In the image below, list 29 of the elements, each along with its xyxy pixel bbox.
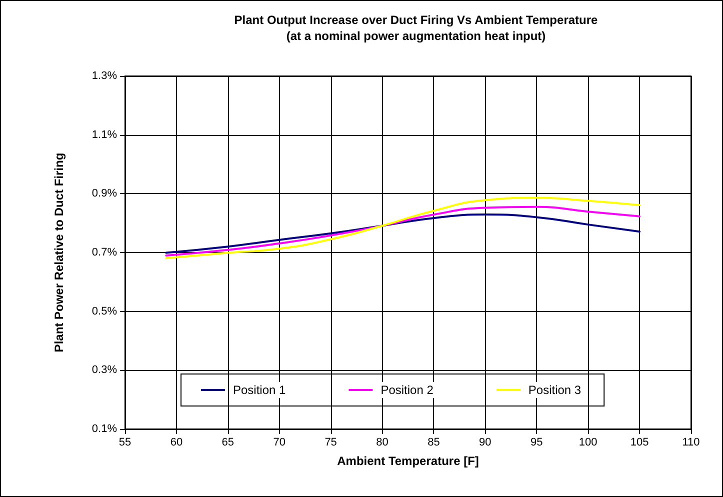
- x-tick-label: 85: [428, 436, 440, 448]
- x-tick-label: 110: [682, 436, 700, 448]
- y-tick-label: 0.9%: [92, 188, 118, 200]
- x-tick-label: 100: [578, 436, 598, 448]
- y-tick-label: 1.1%: [92, 128, 118, 141]
- y-tick-label: 0.1%: [92, 423, 118, 435]
- x-tick-label: 80: [376, 436, 388, 448]
- y-tick-label: 1.3%: [92, 70, 118, 82]
- x-tick-label: 70: [273, 436, 286, 448]
- chart-title: Plant Output Increase over Duct Firing Vs Ambient Temperature: [234, 13, 598, 27]
- chart-subtitle: (at a nominal power augmentation heat input): [286, 29, 546, 43]
- x-tick-label: 95: [530, 436, 543, 448]
- x-tick-label: 105: [630, 436, 649, 448]
- x-tick-label: 65: [222, 436, 234, 448]
- line-series: [165, 214, 641, 254]
- legend-label: Position 3: [528, 383, 582, 397]
- y-tick-label: 0.3%: [92, 364, 118, 376]
- y-tick-label: 0.5%: [92, 305, 118, 318]
- x-tick-label: 75: [324, 436, 337, 448]
- line-series: [165, 196, 641, 260]
- y-axis-title: Plant Power Relative to Duct Firing: [52, 152, 66, 352]
- line-series: [165, 206, 641, 256]
- legend-label: Position 2: [380, 383, 434, 397]
- legend-label: Position 1: [233, 383, 286, 397]
- y-tick-label: 0.7%: [92, 246, 118, 258]
- x-tick-label: 55: [118, 436, 132, 448]
- x-tick-label: 60: [170, 436, 183, 448]
- x-axis-title: Ambient Temperature [F]: [337, 454, 479, 468]
- x-tick-label: 90: [479, 436, 492, 448]
